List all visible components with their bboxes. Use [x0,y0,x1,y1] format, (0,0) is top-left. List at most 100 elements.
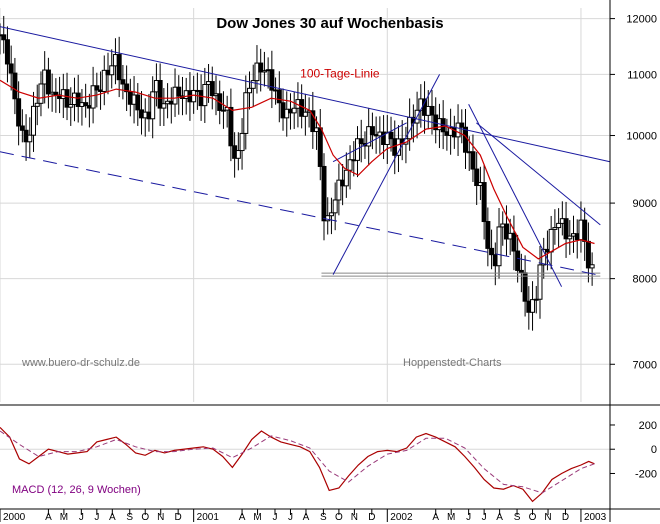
price-tick-label: 8000 [633,274,657,286]
x-tick-label: 2001 [197,512,220,523]
candle-body [455,122,461,138]
candle-body [530,299,536,313]
candle-body [321,165,327,222]
price-tick-label: 12000 [626,14,657,26]
candle-body [485,221,491,249]
candle-body [228,106,234,147]
candle-body [209,81,215,97]
trend-line [476,122,601,226]
candle-body [522,272,528,302]
candle-body [585,240,591,269]
candle-body [310,110,316,133]
candles [0,15,595,331]
price-tick-label: 11000 [627,69,657,81]
x-tick-label: J [466,512,471,523]
candle-body [68,104,74,108]
ma-annotation: 100-Tage-Linie [300,66,380,80]
candle-body [589,264,595,269]
candle-body [16,98,22,127]
candle-body [347,159,353,171]
candle-body [90,85,96,109]
candle-body [328,212,334,217]
macd-tick-label: -200 [635,468,657,480]
candle-body [269,69,275,91]
candle-body [124,83,130,93]
candle-body [496,226,502,267]
trend-line [468,104,563,287]
candle-body [83,102,89,107]
candle-body [4,39,10,65]
candle-body [202,83,208,107]
candle-body [19,125,25,131]
macd-panel [0,426,610,503]
candle-body [250,80,256,89]
candle-body [366,126,372,147]
candle-body [94,85,100,91]
x-tick-label: J [79,512,84,523]
x-tick-label: A [45,512,52,523]
trend-line [332,122,407,163]
watermark-right: Hoppenstedt-Charts [403,357,502,369]
candle-body [463,126,469,153]
candle-body [64,89,70,108]
macd-line [0,426,595,503]
macd-label: MACD (12, 26, 9 Wochen) [12,484,141,496]
x-tick-label: A [109,512,116,523]
candle-body [481,182,487,223]
candle-body [1,34,7,41]
overlay-lines [0,26,611,287]
macd-tick-label: 200 [639,420,657,432]
x-tick-label: S [514,512,521,523]
x-tick-label: S [320,512,327,523]
candle-body [191,89,197,103]
x-tick-label: A [239,512,246,523]
candle-body [358,138,364,145]
candle-body [336,179,342,201]
candle-body [31,105,37,136]
x-tick-label: S [126,512,133,523]
candle-body [552,227,558,230]
candle-body [533,298,539,301]
candle-body [161,103,167,109]
candle-body [243,92,249,134]
x-tick-label: J [482,512,487,523]
candle-body [489,247,495,256]
candle-body [388,131,394,140]
trend-line [0,26,611,163]
candle-body [343,169,349,187]
trend-line [0,151,597,276]
x-tick-label: 2003 [584,512,607,523]
candle-body [12,72,18,100]
candle-body [567,235,573,240]
price-tick-label: 10000 [626,131,657,143]
x-tick-label: J [288,512,293,523]
candle-body [235,150,241,159]
price-tick-label: 9000 [633,198,657,210]
x-tick-label: A [432,512,439,523]
candle-body [429,105,435,116]
x-tick-label: O [529,512,537,523]
x-tick-label: 2002 [390,512,413,523]
x-tick-label: N [157,512,164,523]
x-tick-label: J [94,512,99,523]
price-tick-label: 7000 [633,359,657,371]
candle-body [247,87,253,94]
candle-body [548,228,554,253]
x-tick-label: J [272,512,277,523]
candle-body [369,126,375,136]
candle-body [459,122,465,128]
ma-line [0,79,595,260]
candle-body [317,127,323,167]
x-tick-label: D [175,512,182,523]
x-tick-label: N [544,512,551,523]
candle-body [45,69,51,95]
signal-line [0,430,595,494]
candle-body [120,79,126,85]
candle-body [325,215,331,222]
candle-body [116,54,122,81]
x-tick-label: N [351,512,358,523]
candle-body [582,219,588,242]
